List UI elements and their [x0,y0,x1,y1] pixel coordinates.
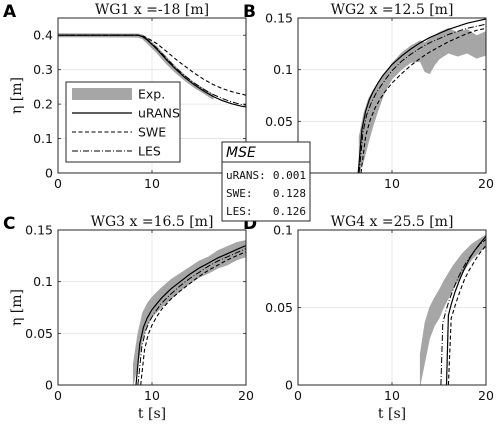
x-tick-label: 0 [294,388,302,403]
legend-swatch-band [72,88,132,100]
legend-label: Exp. [138,87,165,102]
x-tick-label: 10 [384,176,400,191]
panel-letter: C [3,214,15,234]
series-exp-band [419,234,486,385]
x-tick-label: 0 [54,176,62,191]
mse-row-label: LES: [226,205,253,218]
plot-layer [58,33,246,108]
x-tick-label: 20 [238,388,254,403]
mse-row-label: uRANS: [226,169,266,182]
series-les-line [358,23,486,173]
y-tick-label: 0.15 [265,11,293,26]
y-tick-label: 0.15 [25,223,53,238]
y-tick-label: 0.1 [33,274,53,289]
y-tick-label: 0.4 [33,28,53,43]
legend-label: LES [138,144,161,159]
y-axis-label: η [m] [9,289,25,326]
series-exp-band [58,33,214,100]
mse-table: MSE uRANS: 0.001 SWE: 0.128 LES: 0.126 [221,141,311,222]
x-axis-label: t [s] [378,406,406,422]
panel-title: WG1 x =-18 [m] [95,2,209,18]
mse-row-value: 0.128 [273,187,306,200]
panel-a: 0 10 0 0.1 0.2 0.3 0.4 WG1 x =-18 [m] Aη [m] Exp.… [3,2,247,191]
y-tick-label: 0 [45,166,53,181]
y-tick-label: 0 [285,378,293,393]
panel-title: WG4 x =25.5 [m] [331,214,454,230]
panel-letter: B [243,2,256,22]
y-tick-label: 0.1 [273,223,293,238]
series-les-line [440,238,486,385]
y-tick-label: 0.2 [33,97,53,112]
panel-title: WG2 x =12.5 [m] [331,2,454,18]
mse-row-label: SWE: [226,187,253,200]
legend: Exp. uRANS SWE LES [65,81,181,163]
mse-row-value: 0.001 [273,169,306,182]
y-tick-label: 0.3 [33,62,53,77]
x-tick-label: 10 [144,176,160,191]
x-tick-label: 10 [144,388,160,403]
panel-title: WG3 x =16.5 [m] [91,214,214,230]
series-urans-line [445,235,486,385]
series-swe-line [140,251,246,385]
y-axis-label: η [m] [9,77,25,114]
legend-label: uRANS [138,106,180,121]
legend-label: SWE [138,125,166,140]
plot-layer [357,18,486,173]
plot-layer [132,239,246,385]
x-axis-label: t [s] [138,406,166,422]
series-les-line [137,248,246,385]
y-tick-label: 0.05 [265,114,293,129]
plot-layer [419,234,486,385]
y-tick-label: 0.05 [265,300,293,315]
series-urans-line [357,18,486,173]
series-urans-line [135,244,246,385]
series-swe-line [58,34,246,96]
mse-row-value: 0.126 [273,205,306,218]
mse-table-title: MSE [226,145,256,161]
y-tick-label: 0.1 [33,131,53,146]
x-tick-label: 10 [384,388,400,403]
panel-c: 0 10 20 0 0.05 0.1 0.15 WG3 x =16.5 [m] Cη [m] t … [3,214,254,422]
y-tick-label: 0 [45,378,53,393]
panel-letter: A [3,2,17,22]
x-tick-label: 0 [54,388,62,403]
mse-table-box [221,141,311,222]
series-urans-line [58,34,246,108]
x-tick-label: 20 [478,176,494,191]
x-tick-label: 20 [478,388,494,403]
series-swe-line [447,245,486,385]
y-tick-label: 0.05 [25,326,53,341]
y-tick-label: 0.1 [273,62,293,77]
